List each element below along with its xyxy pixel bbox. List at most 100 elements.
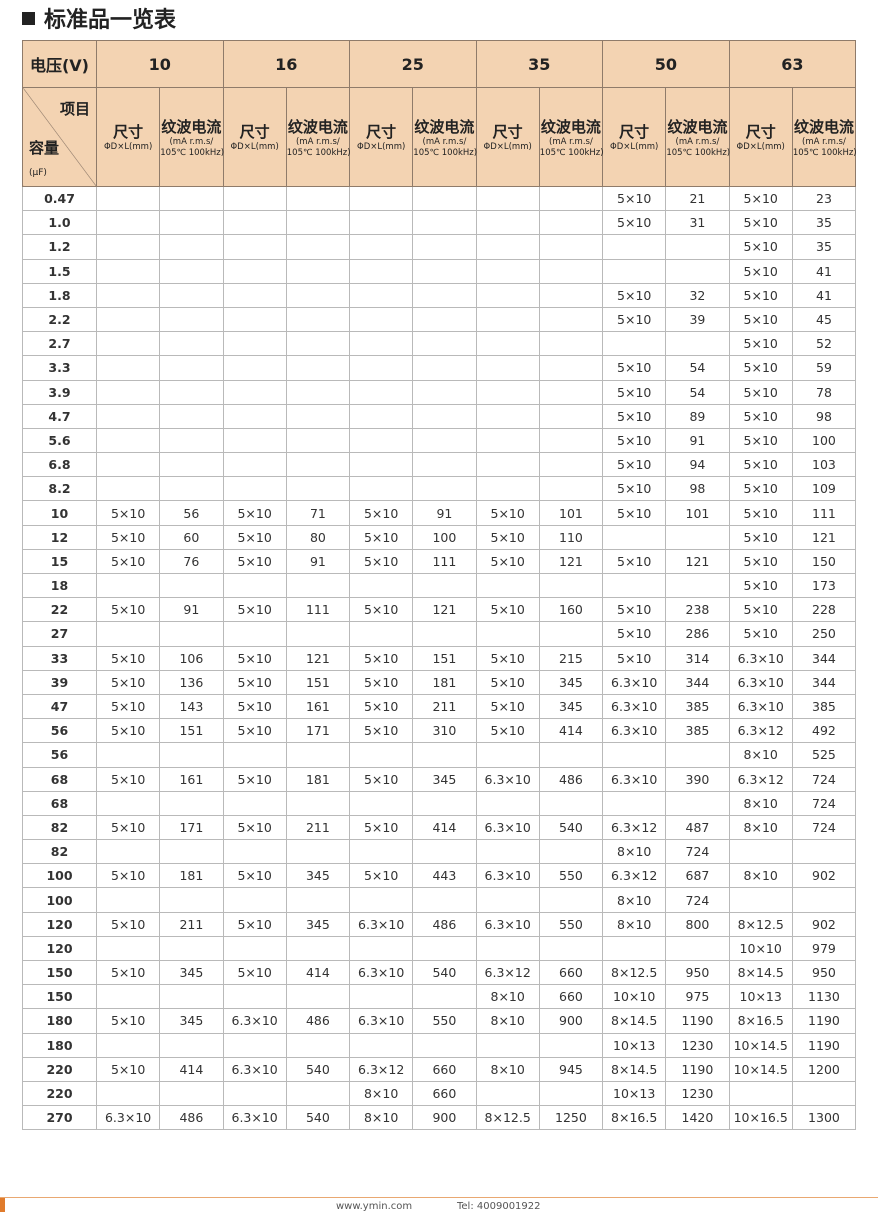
- size-cell: 8×10: [728, 814, 793, 841]
- size-cell: [349, 742, 414, 768]
- size-cell: 5×10: [728, 500, 793, 526]
- capacity-cell: 68: [22, 790, 97, 816]
- size-cell: [95, 476, 161, 502]
- size-cell: 10×13: [602, 1080, 667, 1107]
- size-cell: [475, 355, 540, 381]
- ripple-cell: 39: [665, 306, 730, 333]
- ripple-cell: 345: [159, 1008, 224, 1034]
- table-row: 39 5×10 136 5×10 151 5×10 181 5×10 345 6.3×10 344 6…: [22, 669, 857, 695]
- capacity-cell: 3.9: [22, 379, 97, 405]
- size-cell: 5×10: [349, 863, 414, 889]
- table-row: 8.2 5×10 98 5×10 109: [22, 476, 857, 502]
- ripple-cell: 35: [791, 234, 857, 260]
- ripple-cell: 344: [791, 645, 857, 671]
- ripple-cell: [538, 572, 604, 599]
- size-cell: 5×10: [222, 814, 287, 841]
- ripple-cell: 171: [159, 814, 224, 841]
- table-row: 150 8×10 660 10×10 975 10×13 1130: [22, 984, 857, 1010]
- ripple-cell: 1130: [791, 984, 857, 1010]
- ripple-cell: [285, 234, 351, 260]
- size-cell: [95, 887, 161, 913]
- size-cell: 5×10: [602, 210, 667, 236]
- size-cell: 6.3×10: [728, 669, 793, 695]
- ripple-cell: [538, 621, 604, 647]
- voltage-50: 50: [602, 40, 730, 88]
- ripple-cell: [538, 1080, 604, 1107]
- ripple-unit: 105℃ 100kHz): [413, 147, 478, 158]
- capacity-cell: 5.6: [22, 427, 97, 454]
- size-cell: 5×10: [728, 234, 793, 260]
- ripple-cell: 181: [412, 669, 477, 695]
- size-cell: [349, 185, 414, 212]
- size-cell: 8×14.5: [602, 1056, 667, 1082]
- ripple-cell: 385: [791, 693, 857, 720]
- size-cell: [222, 452, 287, 478]
- capacity-cell: 180: [22, 1008, 97, 1034]
- ripple-cell: [412, 572, 477, 599]
- ripple-cell: [412, 234, 477, 260]
- ripple-cell: [538, 887, 604, 913]
- ripple-cell: 724: [665, 839, 730, 865]
- size-cell: 10×10: [728, 935, 793, 962]
- ripple-cell: [538, 185, 604, 212]
- footer-divider: [0, 1197, 878, 1198]
- ripple-cell: 59: [791, 355, 857, 381]
- ripple-cell: [538, 234, 604, 260]
- table-row: 120 5×10 211 5×10 345 6.3×10 486 6.3×10 550 8×10 8…: [22, 911, 857, 937]
- ripple-cell: [791, 1080, 857, 1107]
- size-cell: [602, 524, 667, 550]
- ripple-cell: [159, 476, 224, 502]
- size-header: 尺寸 ΦD×L(mm): [602, 87, 667, 187]
- size-header: 尺寸 ΦD×L(mm): [475, 87, 540, 187]
- ripple-cell: [159, 621, 224, 647]
- capacity-cell: 15: [22, 548, 97, 575]
- ripple-label: 纹波电流: [793, 117, 854, 136]
- size-cell: 6.3×12: [349, 1056, 414, 1082]
- size-cell: 5×10: [349, 500, 414, 526]
- ripple-cell: [665, 790, 730, 816]
- ripple-cell: [159, 403, 224, 429]
- ripple-cell: [665, 258, 730, 284]
- size-cell: [349, 379, 414, 405]
- size-cell: [475, 839, 540, 865]
- ripple-cell: [159, 1032, 224, 1058]
- capacity-label: 容量: [29, 139, 60, 157]
- ripple-unit: (mA r.m.s/: [295, 136, 340, 147]
- ripple-cell: [791, 839, 857, 865]
- size-cell: 10×13: [602, 1032, 667, 1058]
- capacity-cell: 18: [22, 572, 97, 599]
- size-cell: [475, 790, 540, 816]
- size-cell: [222, 790, 287, 816]
- size-cell: 5×10: [222, 693, 287, 720]
- size-cell: 6.3×10: [475, 911, 540, 937]
- size-cell: 5×10: [475, 645, 540, 671]
- ripple-cell: [159, 355, 224, 381]
- capacity-cell: 270: [22, 1105, 97, 1131]
- size-cell: 6.3×10: [349, 959, 414, 986]
- ripple-cell: [412, 742, 477, 768]
- ripple-cell: 143: [159, 693, 224, 720]
- ripple-label: 纹波电流: [667, 117, 728, 136]
- ripple-cell: 52: [791, 331, 857, 357]
- capacity-cell: 1.5: [22, 258, 97, 284]
- ripple-cell: [538, 935, 604, 962]
- size-cell: 5×10: [95, 597, 161, 623]
- size-cell: [222, 1080, 287, 1107]
- size-cell: 5×10: [728, 331, 793, 357]
- ripple-cell: 390: [665, 766, 730, 792]
- size-cell: [349, 355, 414, 381]
- table-row: 33 5×10 106 5×10 121 5×10 151 5×10 215 5×10 314 6.3…: [22, 645, 857, 671]
- ripple-label: 纹波电流: [287, 117, 348, 136]
- capacity-cell: 12: [22, 524, 97, 550]
- size-cell: [95, 306, 161, 333]
- ripple-cell: [412, 379, 477, 405]
- size-cell: [475, 621, 540, 647]
- size-cell: [475, 379, 540, 405]
- size-cell: 5×10: [728, 621, 793, 647]
- size-cell: [222, 355, 287, 381]
- size-cell: 8×10: [349, 1080, 414, 1107]
- ripple-cell: 486: [412, 911, 477, 937]
- size-cell: 6.3×12: [728, 766, 793, 792]
- ripple-cell: [412, 621, 477, 647]
- size-cell: [222, 621, 287, 647]
